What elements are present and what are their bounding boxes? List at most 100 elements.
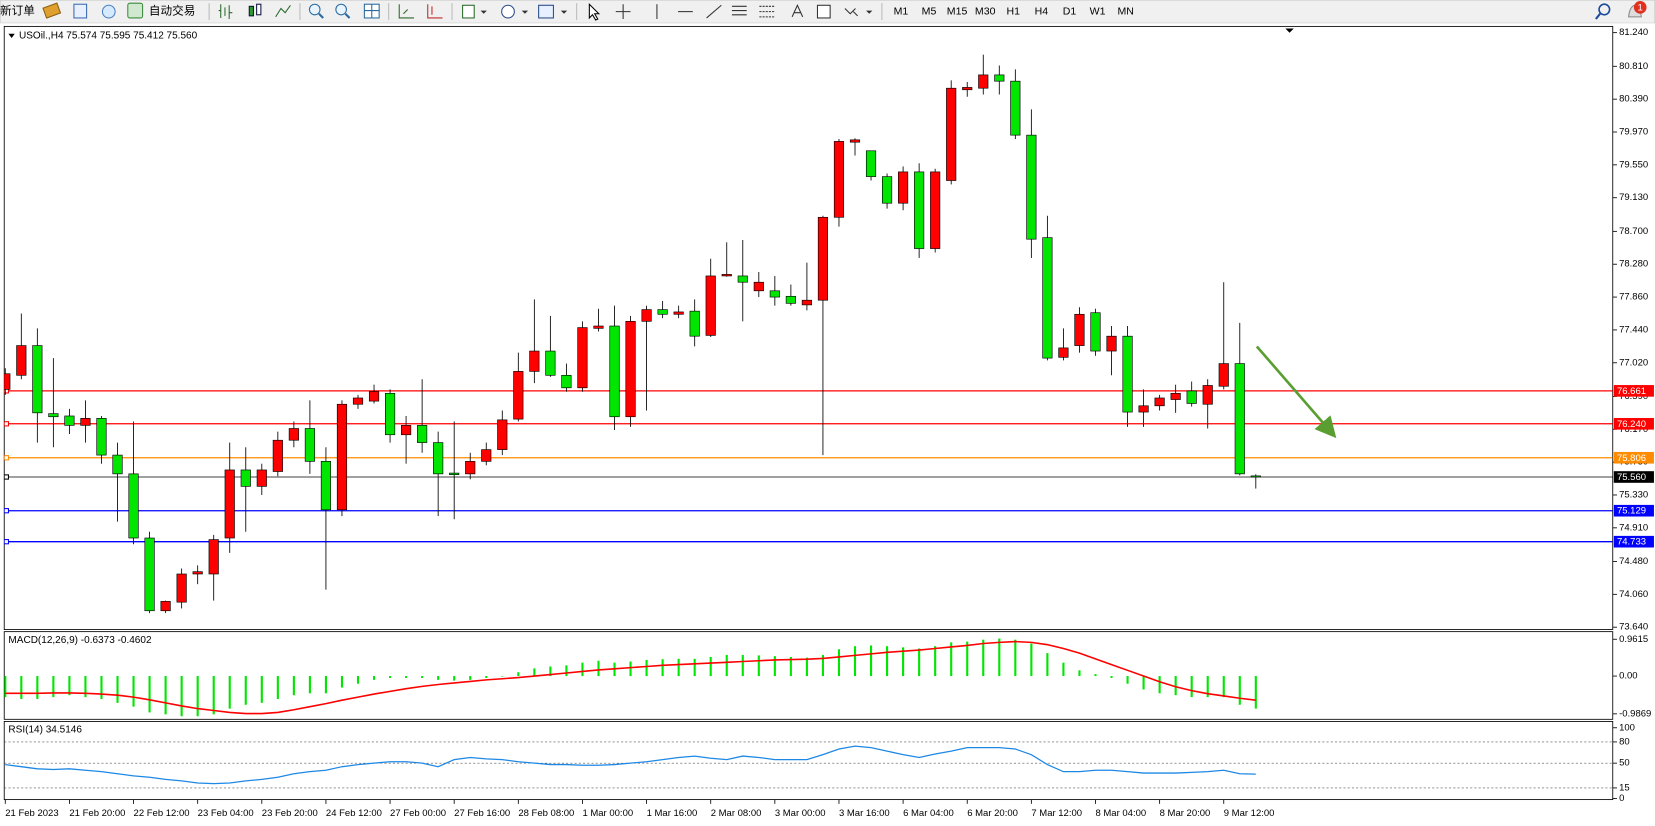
y-tick-label: 79.550 (1619, 159, 1648, 170)
level-tag (1613, 471, 1654, 483)
macd-bar (757, 655, 760, 677)
y-tick-label: 77.860 (1619, 292, 1648, 303)
candle-body (288, 428, 299, 441)
timeframe-button[interactable]: M15 (947, 5, 968, 17)
macd-title: MACD(12,26,9) -0.6373 -0.4602 (8, 635, 152, 646)
candle-body (769, 290, 780, 298)
icon-candle-chart[interactable] (248, 5, 255, 17)
timeframe-button[interactable]: H4 (1035, 5, 1049, 17)
dropdown[interactable] (521, 10, 529, 14)
candle-body (272, 439, 283, 472)
x-tick-label: 27 Feb 16:00 (454, 808, 510, 819)
level-handle (4, 508, 9, 514)
icon-line-chart[interactable] (275, 4, 291, 18)
candle-body (1058, 347, 1069, 358)
macd-bar (501, 676, 504, 677)
timeframe-button[interactable]: W1 (1090, 5, 1106, 17)
timeframe-button[interactable]: MN (1117, 5, 1133, 17)
macd-bar (886, 646, 889, 677)
timeframe-button[interactable]: M5 (922, 5, 937, 17)
macd-bar (244, 676, 247, 705)
main-panel (3, 25, 1614, 630)
candle-body (513, 371, 524, 420)
macd-bar (950, 642, 953, 677)
y-tick-label: 78.280 (1619, 259, 1648, 270)
y-tick-label: 74.910 (1619, 522, 1648, 533)
icon-crosshair[interactable] (615, 4, 631, 20)
macd-bar (1062, 662, 1065, 677)
icon-zoom-in[interactable] (308, 3, 321, 16)
icon-templates[interactable] (538, 4, 554, 19)
level-tag-label: 75.560 (1617, 472, 1646, 483)
icon-cursor[interactable] (588, 2, 601, 21)
macd-bar (918, 648, 921, 677)
candle-body (865, 150, 877, 177)
dropdown[interactable] (480, 10, 487, 14)
candle-body (481, 449, 492, 462)
macd-bar (453, 676, 456, 681)
macd-bar (837, 649, 841, 677)
icon-bar-chart[interactable] (218, 4, 233, 20)
icon-fibo[interactable] (759, 5, 775, 18)
icon-label[interactable] (816, 4, 831, 19)
candle-body (753, 281, 764, 292)
y-tick-label: 79.130 (1619, 192, 1648, 203)
candle-body (401, 425, 412, 436)
timeframe-button[interactable]: H1 (1007, 5, 1021, 17)
icon-zoom-out-handle[interactable] (344, 12, 351, 19)
candle-body (352, 397, 364, 405)
notification-badge[interactable] (1633, 1, 1647, 14)
icon-search-handle[interactable] (1595, 13, 1601, 20)
y-tick-label: 73.640 (1619, 622, 1648, 633)
macd-bar (308, 676, 311, 694)
icon-signal[interactable] (101, 4, 116, 19)
candle-body (1074, 313, 1085, 346)
rsi-plot (4, 741, 1613, 789)
timeframe-button[interactable]: M1 (894, 5, 909, 17)
icon-periods[interactable] (501, 4, 515, 19)
x-tick-label: 23 Feb 04:00 (198, 808, 254, 819)
macd-bar (372, 676, 376, 680)
x-tick-label: 3 Mar 16:00 (839, 808, 890, 819)
level-handle (4, 474, 9, 480)
icon-autoscroll[interactable] (398, 4, 415, 19)
level-tag (1613, 385, 1654, 397)
macd-bar (661, 659, 664, 677)
timeframe-button[interactable]: M30 (975, 5, 996, 17)
icon-gold[interactable] (42, 2, 62, 19)
level-tag (1613, 535, 1654, 548)
icon-trendline[interactable] (706, 4, 722, 19)
icon-search[interactable] (1598, 3, 1611, 16)
macd-bar (100, 676, 103, 700)
icon-shift[interactable] (427, 4, 443, 19)
macd-bar (340, 676, 344, 688)
timeframe-button[interactable]: D1 (1063, 5, 1077, 17)
macd-bar (1078, 670, 1081, 677)
candle-body (1186, 390, 1197, 404)
icon-zoom-in-handle[interactable] (318, 12, 324, 19)
macd-bar (1046, 653, 1049, 677)
icon-data[interactable] (73, 3, 88, 19)
icon-zoom-out[interactable] (335, 3, 347, 16)
candle-body (898, 171, 909, 204)
new-order-button[interactable]: 新订单 (0, 4, 35, 18)
macd-bar (805, 657, 808, 677)
candle-body (577, 327, 588, 389)
dropdown[interactable] (866, 10, 873, 14)
auto-trading-button[interactable]: 自动交易 (149, 4, 195, 18)
candle-body (32, 345, 43, 414)
icon-arrows[interactable] (844, 8, 858, 17)
icon-indicators[interactable] (462, 4, 475, 19)
x-tick-label: 22 Feb 12:00 (134, 808, 190, 819)
dropdown[interactable] (560, 10, 568, 14)
icon-channel[interactable] (731, 5, 747, 16)
macd-bar (693, 658, 696, 677)
macd-bar (132, 676, 135, 707)
macd-bar (902, 647, 905, 677)
icon-text[interactable] (791, 4, 804, 18)
macd-bar (581, 662, 584, 677)
icon-auto[interactable] (127, 2, 144, 19)
icon-candle-chart-2[interactable] (256, 3, 262, 16)
x-tick-label: 23 Feb 20:00 (262, 808, 318, 819)
x-tick-label: 6 Mar 04:00 (903, 808, 954, 819)
